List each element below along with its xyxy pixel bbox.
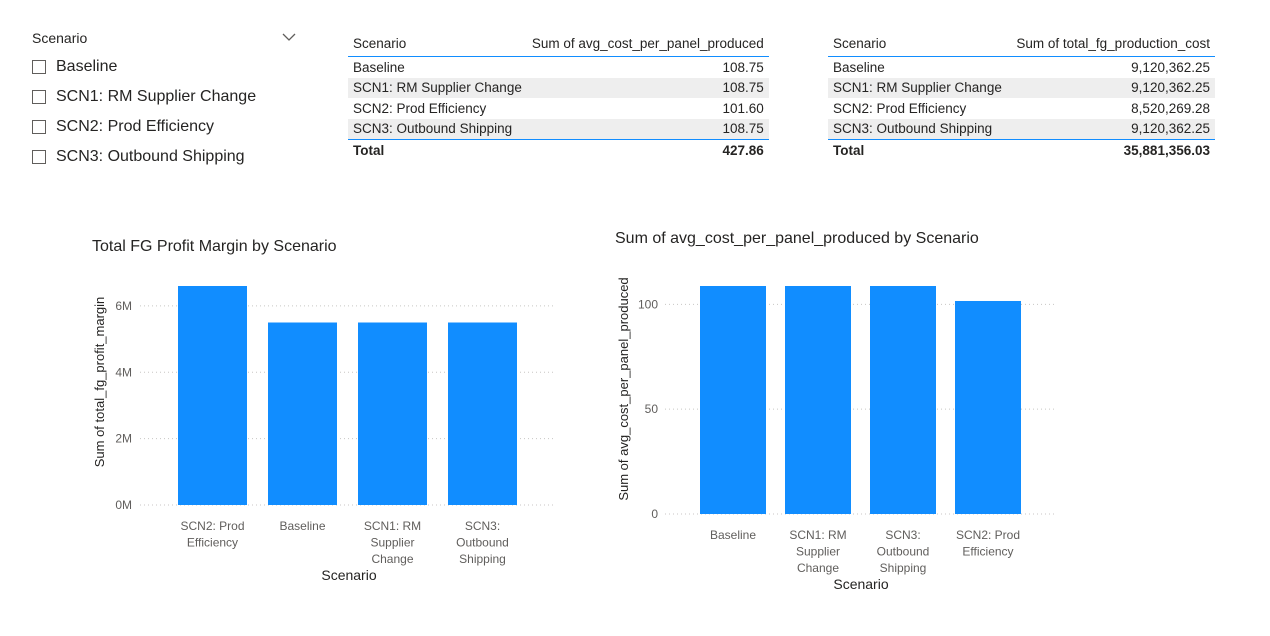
- x-axis-title: Scenario: [321, 567, 376, 583]
- table-cell: 427.86: [526, 139, 769, 161]
- column-header[interactable]: Sum of total_fg_production_cost: [1008, 30, 1215, 57]
- table-cell: 9,120,362.25: [1008, 118, 1215, 140]
- table-row: SCN3: Outbound Shipping 9,120,362.25: [828, 118, 1215, 140]
- table-cell: SCN2: Prod Efficiency: [353, 100, 487, 116]
- slicer-item-baseline[interactable]: Baseline: [32, 52, 296, 82]
- y-tick-label: 6M: [115, 299, 132, 313]
- table-cell: Baseline: [833, 59, 885, 75]
- x-tick-label: Change: [371, 552, 413, 566]
- table-cell: Baseline: [353, 59, 405, 75]
- slicer-title: Scenario: [32, 30, 88, 46]
- chart-title-avg-cost: Sum of avg_cost_per_panel_produced by Sc…: [615, 230, 979, 247]
- table-cell: 108.75: [526, 118, 769, 140]
- production-cost-table: Scenario Sum of total_fg_production_cost…: [828, 30, 1215, 161]
- slicer-item-scn2[interactable]: SCN2: Prod Efficiency: [32, 112, 296, 142]
- table-total-row: Total 35,881,356.03: [828, 139, 1215, 161]
- table-cell: SCN2: Prod Efficiency: [833, 100, 967, 116]
- x-tick-label: Outbound: [456, 536, 509, 550]
- y-axis-title: Sum of total_fg_profit_margin: [92, 297, 107, 468]
- table-cell: 108.75: [722, 59, 764, 75]
- slicer-item-label: SCN1: RM Supplier Change: [56, 88, 257, 105]
- scenario-slicer: Scenario Baseline SCN1: RM Supplier Chan…: [32, 30, 296, 172]
- slicer-item-scn1[interactable]: SCN1: RM Supplier Change: [32, 82, 296, 112]
- table-row: SCN2: Prod Efficiency 8,520,269.28: [828, 98, 1215, 119]
- table-header-row: Scenario Sum of avg_cost_per_panel_produ…: [348, 30, 769, 57]
- table-total-row: Total 427.86: [348, 139, 769, 161]
- column-header[interactable]: Scenario: [828, 30, 1009, 57]
- slicer-item-label: Baseline: [56, 58, 118, 75]
- x-tick-label: SCN2: Prod: [180, 519, 244, 533]
- table-cell: 101.60: [722, 100, 764, 116]
- x-tick-label: Efficiency: [187, 536, 238, 550]
- slicer-item-label: SCN3: Outbound Shipping: [56, 148, 245, 165]
- table-row: SCN2: Prod Efficiency 101.60: [348, 98, 769, 119]
- table-cell: 35,881,356.03: [1008, 139, 1215, 161]
- table-cell: SCN3: Outbound Shipping: [828, 118, 1009, 140]
- column-header[interactable]: Sum of avg_cost_per_panel_produced: [526, 30, 769, 57]
- y-tick-label: 2M: [115, 432, 132, 446]
- column-header[interactable]: Scenario: [348, 30, 527, 57]
- y-tick-label: 0M: [115, 498, 132, 512]
- checkbox[interactable]: [32, 120, 46, 134]
- table-cell: 9,120,362.25: [1008, 77, 1215, 98]
- table-cell: 9,120,362.25: [1131, 59, 1210, 75]
- checkbox[interactable]: [32, 150, 46, 164]
- checkbox[interactable]: [32, 90, 46, 104]
- table-cell: 8,520,269.28: [1131, 100, 1210, 116]
- chart-title-profit-margin: Total FG Profit Margin by Scenario: [92, 238, 337, 255]
- table-row: Baseline 108.75: [348, 57, 769, 78]
- table-cell: SCN1: RM Supplier Change: [348, 77, 527, 98]
- x-tick-label: Supplier: [370, 536, 414, 550]
- table-cell: Total: [348, 139, 527, 161]
- checkbox[interactable]: [32, 60, 46, 74]
- table-row: SCN1: RM Supplier Change 9,120,362.25: [828, 77, 1215, 98]
- chevron-down-icon[interactable]: [282, 32, 296, 42]
- x-tick-label: SCN1: RM: [364, 519, 421, 533]
- table-row: SCN1: RM Supplier Change 108.75: [348, 77, 769, 98]
- x-tick-label: SCN3:: [465, 519, 500, 533]
- x-tick-label: Baseline: [279, 519, 325, 533]
- table-cell: SCN3: Outbound Shipping: [348, 118, 527, 140]
- bar: [178, 286, 247, 505]
- slicer-item-scn3[interactable]: SCN3: Outbound Shipping: [32, 142, 296, 172]
- slicer-item-label: SCN2: Prod Efficiency: [56, 118, 214, 135]
- y-tick-label: 4M: [115, 365, 132, 379]
- table-header-row: Scenario Sum of total_fg_production_cost: [828, 30, 1215, 57]
- bar: [268, 322, 337, 505]
- table-row: Baseline 9,120,362.25: [828, 57, 1215, 78]
- table-cell: SCN1: RM Supplier Change: [828, 77, 1009, 98]
- x-tick-label: Shipping: [459, 552, 506, 566]
- avg-cost-table: Scenario Sum of avg_cost_per_panel_produ…: [348, 30, 769, 161]
- table-row: SCN3: Outbound Shipping 108.75: [348, 118, 769, 140]
- table-cell: 108.75: [526, 77, 769, 98]
- bar: [448, 322, 517, 505]
- slicer-header[interactable]: Scenario: [32, 30, 296, 52]
- bar: [358, 322, 427, 505]
- table-cell: Total: [828, 139, 1009, 161]
